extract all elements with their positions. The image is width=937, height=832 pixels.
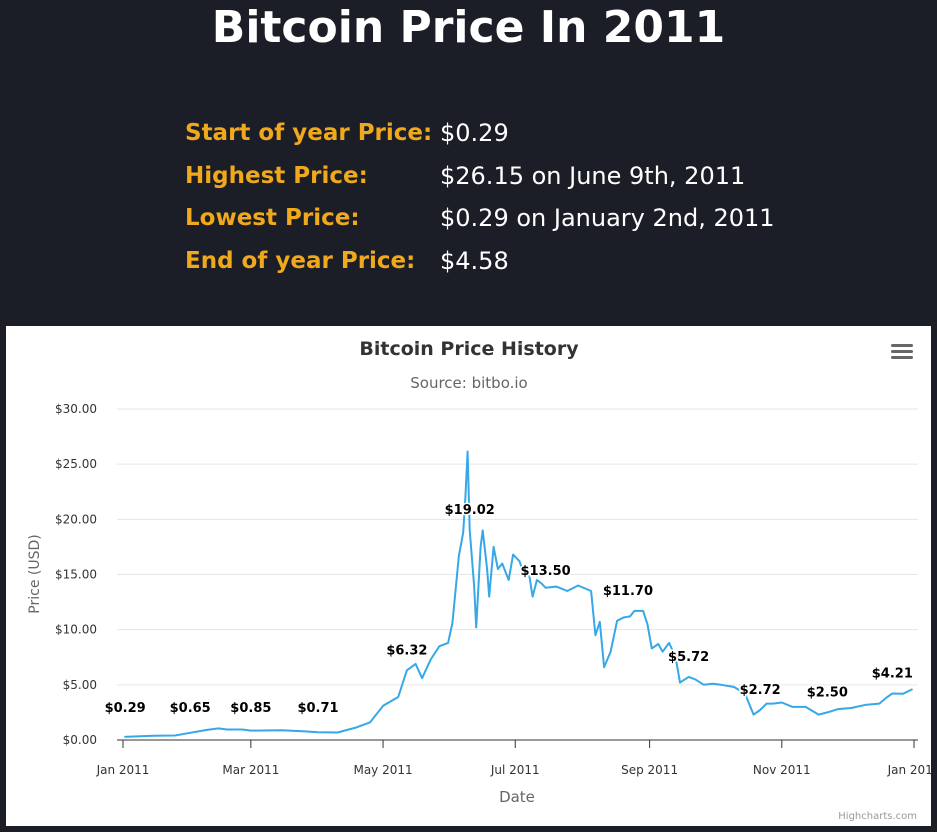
x-axis-title: Date — [499, 788, 535, 806]
stat-value: $4.58 — [440, 246, 509, 275]
stat-value: $0.29 — [440, 119, 509, 148]
x-tick-label: Sep 2011 — [621, 763, 678, 777]
stat-value: $0.29 on January 2nd, 2011 — [440, 204, 775, 233]
stat-row-end: End of year Price: $4.58 — [185, 240, 775, 283]
stat-row-start: Start of year Price: $0.29 — [185, 112, 775, 155]
stat-value: $26.15 on June 9th, 2011 — [440, 161, 746, 190]
credits-link[interactable]: Highcharts.com — [838, 811, 917, 822]
stat-row-highest: Highest Price: $26.15 on June 9th, 2011 — [185, 155, 775, 198]
y-axis-title: Price (USD) — [27, 534, 43, 613]
y-tick-label: $25.00 — [55, 457, 97, 471]
x-tick-label: Jul 2011 — [490, 763, 540, 777]
chart-subtitle: Source: bitbo.io — [410, 374, 527, 392]
page-title: Bitcoin Price In 2011 — [211, 2, 726, 53]
price-chart: Bitcoin Price History Source: bitbo.io $… — [27, 338, 931, 822]
data-labels: $0.29 $0.65 $0.85 $0.71 $6.32 $19.02 $13.50 $11… — [103, 502, 914, 718]
series — [124, 450, 913, 738]
y-tick-label: $5.00 — [63, 678, 97, 692]
x-tick-label: Jan 2012 — [887, 763, 931, 777]
chart-panel: Bitcoin Price History Source: bitbo.io $… — [6, 326, 931, 826]
x-tick-label: Nov 2011 — [753, 763, 811, 777]
data-label: $19.02 — [445, 503, 495, 518]
data-label: $2.72 — [740, 683, 781, 698]
x-tick-label: Jan 2011 — [96, 763, 150, 777]
chart-title: Bitcoin Price History — [359, 338, 579, 360]
grid-lines — [117, 408, 918, 686]
data-label: $0.65 — [170, 701, 211, 716]
y-tick-label: $0.00 — [63, 733, 97, 747]
hamburger-menu-icon[interactable] — [891, 344, 913, 359]
y-tick-label: $10.00 — [55, 623, 97, 637]
data-label: $0.71 — [297, 701, 338, 716]
x-tick-label: May 2011 — [353, 763, 412, 777]
y-tick-label: $15.00 — [55, 568, 97, 582]
stat-row-lowest: Lowest Price: $0.29 on January 2nd, 2011 — [185, 197, 775, 240]
data-label: $4.21 — [872, 667, 913, 682]
data-label: $2.50 — [807, 685, 848, 700]
price-line — [124, 450, 913, 738]
y-tick-label: $30.00 — [55, 402, 97, 416]
price-stats: Start of year Price: $0.29 Highest Price… — [185, 112, 775, 282]
data-label: $11.70 — [603, 584, 653, 599]
x-axis-ticks: Jan 2011 Mar 2011 May 2011 Jul 2011 Sep 2011… — [96, 740, 931, 777]
y-axis-ticks: $0.00 $5.00 $10.00 $15.00 $20.00 $25.00 $30.00 — [55, 402, 97, 747]
y-tick-label: $20.00 — [55, 512, 97, 526]
data-label: $0.29 — [105, 701, 146, 716]
data-label: $13.50 — [521, 564, 571, 579]
data-label: $5.72 — [668, 650, 709, 665]
stat-label: Highest Price: — [185, 162, 368, 189]
x-tick-label: Mar 2011 — [222, 763, 279, 777]
data-label: $0.85 — [230, 701, 271, 716]
stat-label: End of year Price: — [185, 247, 416, 274]
data-label: $6.32 — [386, 643, 427, 658]
stat-label: Lowest Price: — [185, 205, 360, 232]
stat-label: Start of year Price: — [185, 120, 433, 147]
